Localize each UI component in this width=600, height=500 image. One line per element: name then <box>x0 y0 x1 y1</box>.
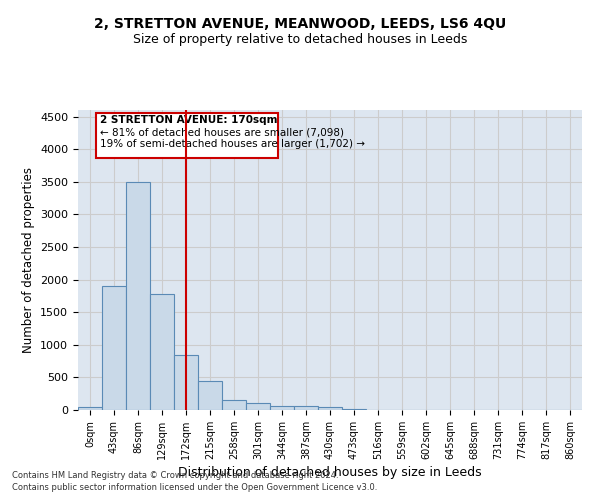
Bar <box>246 404 270 410</box>
Bar <box>318 408 342 410</box>
Bar <box>222 400 246 410</box>
Text: 2, STRETTON AVENUE, MEANWOOD, LEEDS, LS6 4QU: 2, STRETTON AVENUE, MEANWOOD, LEEDS, LS6… <box>94 18 506 32</box>
Bar <box>270 406 294 410</box>
Bar <box>342 408 366 410</box>
Bar <box>150 294 174 410</box>
FancyBboxPatch shape <box>96 114 278 158</box>
Text: 2 STRETTON AVENUE: 170sqm: 2 STRETTON AVENUE: 170sqm <box>100 115 277 125</box>
Text: ← 81% of detached houses are smaller (7,098): ← 81% of detached houses are smaller (7,… <box>100 128 344 138</box>
Text: Size of property relative to detached houses in Leeds: Size of property relative to detached ho… <box>133 32 467 46</box>
Bar <box>102 286 126 410</box>
Bar <box>294 406 318 410</box>
Text: Contains HM Land Registry data © Crown copyright and database right 2024.: Contains HM Land Registry data © Crown c… <box>12 471 338 480</box>
Bar <box>174 354 198 410</box>
Bar <box>198 380 222 410</box>
Bar <box>78 408 102 410</box>
Bar <box>126 182 150 410</box>
Text: 19% of semi-detached houses are larger (1,702) →: 19% of semi-detached houses are larger (… <box>100 140 365 149</box>
X-axis label: Distribution of detached houses by size in Leeds: Distribution of detached houses by size … <box>178 466 482 479</box>
Text: Contains public sector information licensed under the Open Government Licence v3: Contains public sector information licen… <box>12 484 377 492</box>
Y-axis label: Number of detached properties: Number of detached properties <box>22 167 35 353</box>
